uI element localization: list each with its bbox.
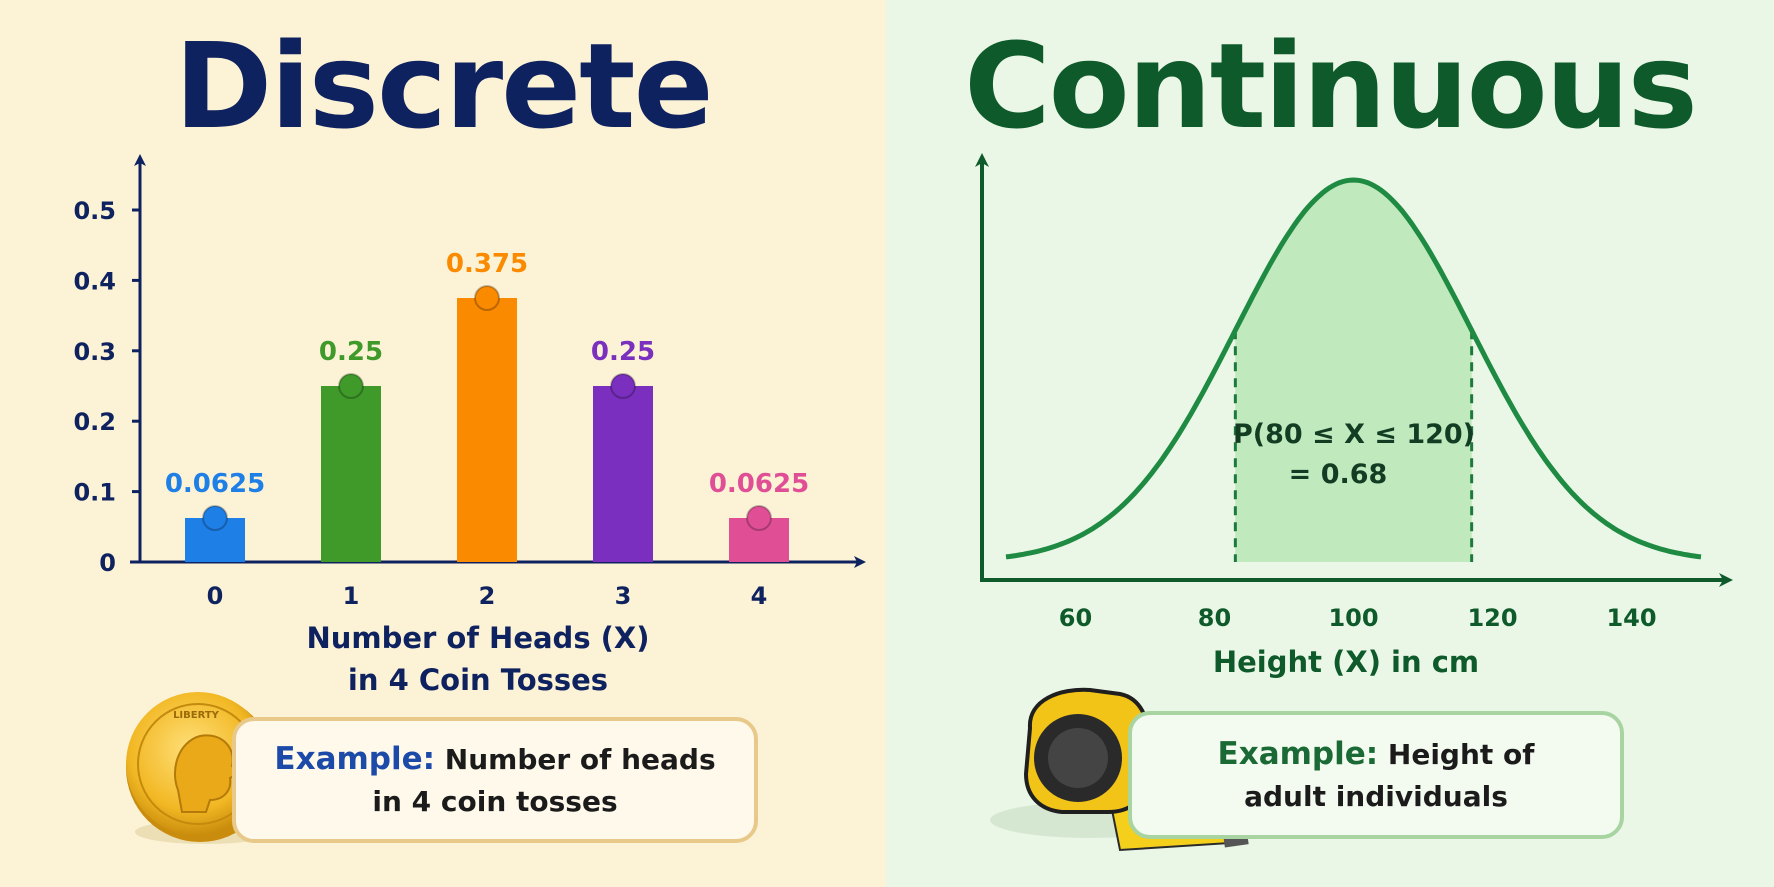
example-text-line2-right: adult individuals <box>1244 780 1508 814</box>
x-tick-label: 4 <box>751 582 768 610</box>
x-tick-label-right: 60 <box>1059 604 1092 632</box>
example-text-line1-right: Height of <box>1387 738 1535 772</box>
discrete-title: Discrete <box>174 17 713 155</box>
probability-annotation-line1: P(80 ≤ X ≤ 120) <box>1233 419 1475 450</box>
bar-point <box>338 373 364 399</box>
shaded-probability-area <box>1235 180 1472 562</box>
example-text-line1: Number of heads <box>444 743 716 777</box>
y-tick-label: 0.5 <box>73 197 116 225</box>
bar-point <box>610 373 636 399</box>
x-ticks-right: 60 80 100 120 140 <box>1059 604 1657 632</box>
x-tick-label: 3 <box>615 582 632 610</box>
y-ticks: 0 0.1 0.2 0.3 0.4 0.5 <box>73 197 140 577</box>
probability-annotation-line2: = 0.68 <box>1289 459 1388 490</box>
data-label: 0.0625 <box>709 469 809 499</box>
x-tick-label-right: 140 <box>1606 604 1656 632</box>
y-tick-label: 0.2 <box>73 408 116 436</box>
normal-curve <box>1005 177 1702 560</box>
bar-point <box>202 505 228 531</box>
x-tick-label-right: 100 <box>1328 604 1378 632</box>
continuous-normal-chart: 60 80 100 120 140 P(80 ≤ X ≤ 120) = 0.68 Hei… <box>975 153 1733 679</box>
continuous-title: Continuous <box>964 17 1698 155</box>
bar-point <box>474 285 500 311</box>
x-axis-title-right: Height (X) in cm <box>1213 645 1479 679</box>
x-ticks: 0 1 2 3 4 <box>207 582 768 610</box>
y-tick-label: 0.4 <box>73 267 116 295</box>
data-label: 0.0625 <box>165 469 265 499</box>
data-label: 0.25 <box>319 337 383 367</box>
x-axis-title-line2: in 4 Coin Tosses <box>348 663 608 697</box>
bar <box>321 386 381 562</box>
y-tick-label: 0 <box>99 549 116 577</box>
data-label: 0.25 <box>591 337 655 367</box>
bar <box>593 386 653 562</box>
x-tick-label: 1 <box>343 582 360 610</box>
x-tick-label-right: 120 <box>1467 604 1517 632</box>
coin-motto-top: LIBERTY <box>173 710 220 721</box>
x-tick-label-right: 80 <box>1198 604 1231 632</box>
x-tick-label: 2 <box>479 582 496 610</box>
bar-point <box>746 505 772 531</box>
example-text-line2: in 4 coin tosses <box>372 785 618 819</box>
example-key-right: Example: <box>1217 736 1379 773</box>
discrete-example-box: Example: Number of heads in 4 coin tosse… <box>232 717 758 843</box>
data-label: 0.375 <box>446 249 528 279</box>
example-key: Example: <box>274 741 436 778</box>
y-tick-label: 0.3 <box>73 338 116 366</box>
continuous-example-box: Example: Height of adult individuals <box>1128 711 1624 839</box>
y-tick-label: 0.1 <box>73 479 116 507</box>
x-axis-title: Number of Heads (X) <box>306 621 649 655</box>
bar-marks: 0.0625 0.25 0.375 0.25 0.0625 <box>165 249 809 562</box>
x-tick-label: 0 <box>207 582 224 610</box>
bar <box>457 298 517 562</box>
